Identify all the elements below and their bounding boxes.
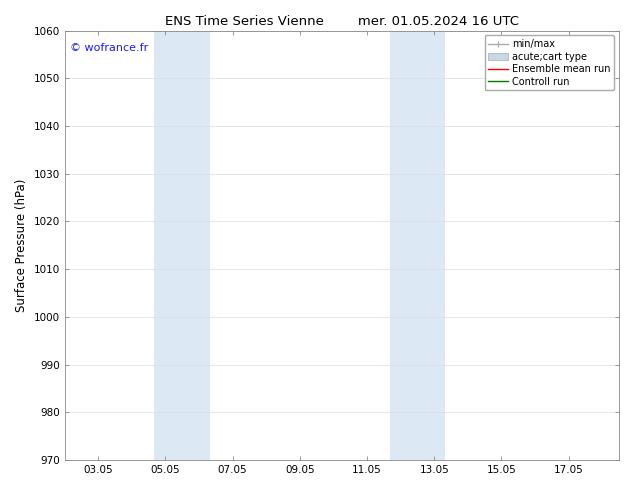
Text: © wofrance.fr: © wofrance.fr [70, 44, 148, 53]
Bar [154, 30, 210, 460]
Legend: min/max, acute;cart type, Ensemble mean run, Controll run: min/max, acute;cart type, Ensemble mean … [484, 35, 614, 91]
Y-axis label: Surface Pressure (hPa): Surface Pressure (hPa) [15, 179, 28, 312]
Bar [389, 30, 445, 460]
Title: ENS Time Series Vienne        mer. 01.05.2024 16 UTC: ENS Time Series Vienne mer. 01.05.2024 1… [165, 15, 519, 28]
